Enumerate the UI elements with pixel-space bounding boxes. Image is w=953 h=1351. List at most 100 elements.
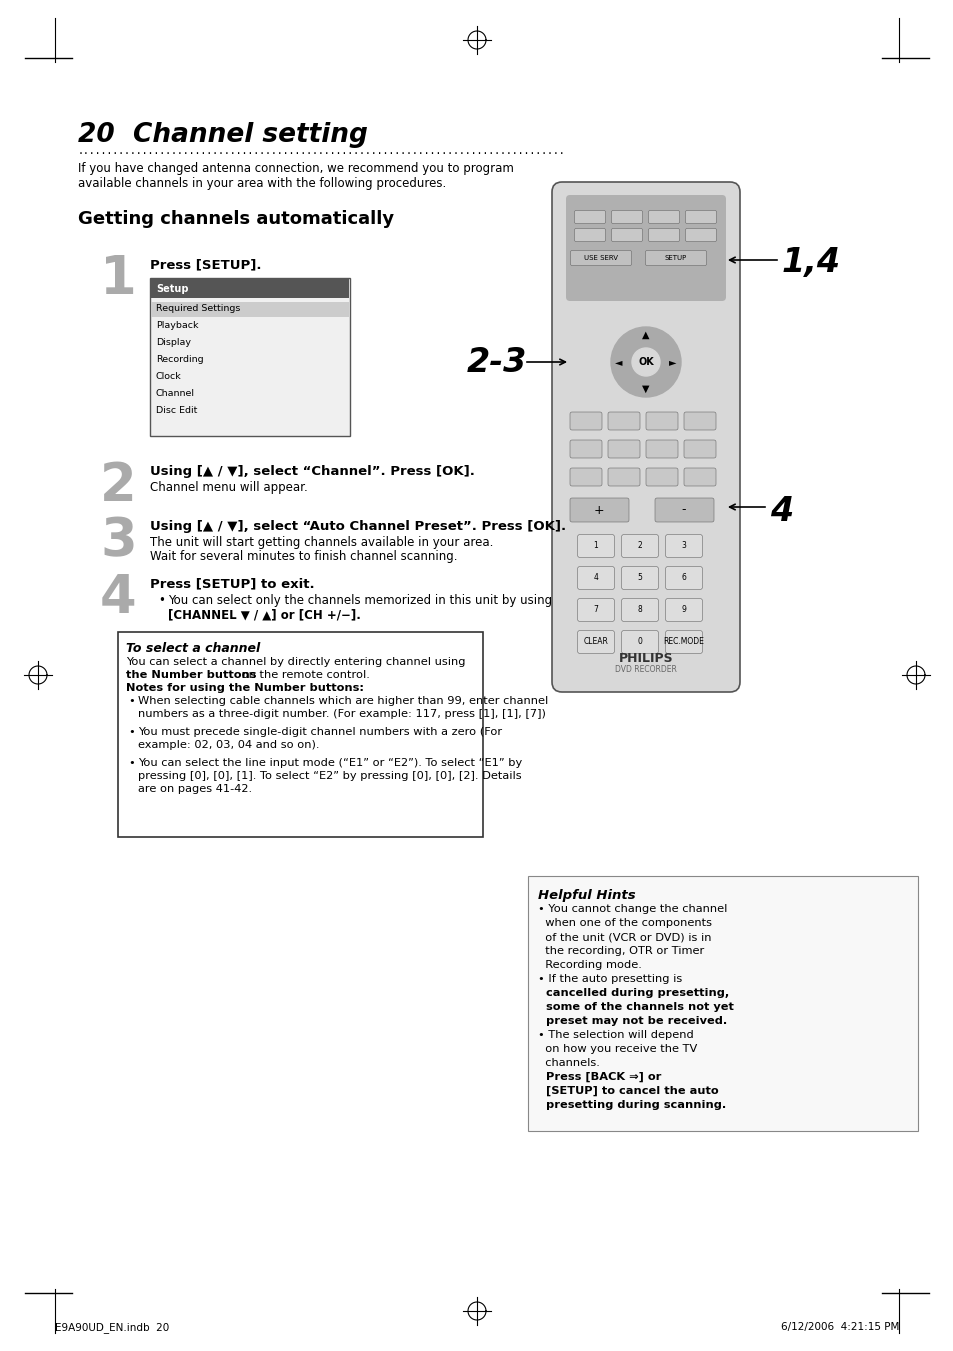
Text: 2-3: 2-3 <box>467 346 527 380</box>
Text: Recording mode.: Recording mode. <box>537 961 641 970</box>
FancyBboxPatch shape <box>552 182 740 692</box>
Text: Setup: Setup <box>156 284 189 295</box>
FancyBboxPatch shape <box>569 467 601 486</box>
Text: Required Settings: Required Settings <box>156 304 240 313</box>
FancyBboxPatch shape <box>577 598 614 621</box>
Text: • You cannot change the channel: • You cannot change the channel <box>537 904 726 915</box>
FancyBboxPatch shape <box>620 598 658 621</box>
Text: 6: 6 <box>680 574 686 582</box>
Circle shape <box>631 349 659 376</box>
Text: You must precede single-digit channel numbers with a zero (For: You must precede single-digit channel nu… <box>138 727 501 738</box>
Text: SETUP: SETUP <box>664 255 686 261</box>
FancyBboxPatch shape <box>574 211 605 223</box>
Text: Recording: Recording <box>156 355 203 363</box>
Text: 1: 1 <box>100 253 136 305</box>
Bar <box>150 278 350 436</box>
Circle shape <box>610 327 680 397</box>
FancyBboxPatch shape <box>611 211 641 223</box>
Text: of the unit (VCR or DVD) is in: of the unit (VCR or DVD) is in <box>537 932 711 942</box>
Text: 2: 2 <box>100 459 136 512</box>
Text: the Number buttons: the Number buttons <box>126 670 256 680</box>
Text: •: • <box>128 758 134 767</box>
Text: To select a channel: To select a channel <box>126 642 260 655</box>
FancyBboxPatch shape <box>565 195 725 301</box>
Text: 4: 4 <box>593 574 598 582</box>
FancyBboxPatch shape <box>648 211 679 223</box>
FancyBboxPatch shape <box>683 440 716 458</box>
Text: the recording, OTR or Timer: the recording, OTR or Timer <box>537 946 703 957</box>
Text: Press [BACK ⇒] or: Press [BACK ⇒] or <box>537 1071 660 1082</box>
Text: Channel: Channel <box>156 389 194 399</box>
Text: ▼: ▼ <box>641 384 649 394</box>
Text: presetting during scanning.: presetting during scanning. <box>537 1100 725 1111</box>
Text: When selecting cable channels which are higher than 99, enter channel: When selecting cable channels which are … <box>138 696 548 707</box>
Text: -: - <box>681 504 685 516</box>
Text: 3: 3 <box>680 542 686 550</box>
Text: 0: 0 <box>637 638 641 647</box>
Text: 1,4: 1,4 <box>781 246 841 280</box>
Text: +: + <box>593 504 603 516</box>
Text: Clock: Clock <box>156 372 182 381</box>
Text: You can select only the channels memorized in this unit by using: You can select only the channels memoriz… <box>168 594 552 607</box>
FancyBboxPatch shape <box>665 631 701 654</box>
Bar <box>118 632 482 838</box>
Text: available channels in your area with the following procedures.: available channels in your area with the… <box>78 177 446 190</box>
Text: You can select a channel by directly entering channel using: You can select a channel by directly ent… <box>126 657 465 667</box>
FancyBboxPatch shape <box>648 228 679 242</box>
Text: Display: Display <box>156 338 191 347</box>
Text: channels.: channels. <box>537 1058 599 1069</box>
Text: Playback: Playback <box>156 322 198 330</box>
FancyBboxPatch shape <box>577 566 614 589</box>
Text: when one of the components: when one of the components <box>537 917 711 928</box>
Text: •: • <box>158 594 165 607</box>
FancyBboxPatch shape <box>683 467 716 486</box>
Text: Channel menu will appear.: Channel menu will appear. <box>150 481 308 494</box>
Text: 5: 5 <box>637 574 641 582</box>
Text: are on pages 41-42.: are on pages 41-42. <box>138 784 252 794</box>
Text: CLEAR: CLEAR <box>583 638 608 647</box>
FancyBboxPatch shape <box>611 228 641 242</box>
FancyBboxPatch shape <box>569 499 628 521</box>
Text: Getting channels automatically: Getting channels automatically <box>78 209 394 228</box>
Text: 3: 3 <box>100 515 136 567</box>
Text: If you have changed antenna connection, we recommend you to program: If you have changed antenna connection, … <box>78 162 514 176</box>
Text: Helpful Hints: Helpful Hints <box>537 889 635 902</box>
Text: OK: OK <box>638 357 653 367</box>
Text: Using [▲ / ▼], select “Channel”. Press [OK].: Using [▲ / ▼], select “Channel”. Press [… <box>150 465 475 478</box>
Text: • The selection will depend: • The selection will depend <box>537 1029 693 1040</box>
Text: DVD RECORDER: DVD RECORDER <box>615 665 677 674</box>
FancyBboxPatch shape <box>607 412 639 430</box>
Text: 4: 4 <box>769 494 792 528</box>
FancyBboxPatch shape <box>570 250 631 266</box>
Text: Disc Edit: Disc Edit <box>156 407 197 415</box>
FancyBboxPatch shape <box>607 467 639 486</box>
Text: 7: 7 <box>593 605 598 615</box>
Text: Notes for using the Number buttons:: Notes for using the Number buttons: <box>126 684 364 693</box>
FancyBboxPatch shape <box>645 467 678 486</box>
Text: [SETUP] to cancel the auto: [SETUP] to cancel the auto <box>537 1086 718 1096</box>
Text: 8: 8 <box>637 605 641 615</box>
FancyBboxPatch shape <box>577 631 614 654</box>
Text: on the remote control.: on the remote control. <box>237 670 370 680</box>
Bar <box>151 280 349 299</box>
Text: [CHANNEL ▼ / ▲] or [CH +/−].: [CHANNEL ▼ / ▲] or [CH +/−]. <box>168 608 360 621</box>
FancyBboxPatch shape <box>645 250 706 266</box>
FancyBboxPatch shape <box>665 535 701 558</box>
Text: 2: 2 <box>637 542 641 550</box>
Text: some of the channels not yet: some of the channels not yet <box>537 1002 733 1012</box>
Text: USE SERV: USE SERV <box>583 255 618 261</box>
FancyBboxPatch shape <box>569 412 601 430</box>
Text: ►: ► <box>669 357 676 367</box>
Text: cancelled during presetting,: cancelled during presetting, <box>537 988 728 998</box>
Text: 1: 1 <box>593 542 598 550</box>
Text: preset may not be received.: preset may not be received. <box>537 1016 726 1025</box>
FancyBboxPatch shape <box>607 440 639 458</box>
Text: Press [SETUP].: Press [SETUP]. <box>150 258 261 272</box>
FancyBboxPatch shape <box>655 499 713 521</box>
Text: 9: 9 <box>680 605 686 615</box>
Text: You can select the line input mode (“E1” or “E2”). To select “E1” by: You can select the line input mode (“E1”… <box>138 758 521 767</box>
Text: Wait for several minutes to finish channel scanning.: Wait for several minutes to finish chann… <box>150 550 457 563</box>
Text: 4: 4 <box>100 571 136 624</box>
FancyBboxPatch shape <box>620 535 658 558</box>
Text: pressing [0], [0], [1]. To select “E2” by pressing [0], [0], [2]. Details: pressing [0], [0], [1]. To select “E2” b… <box>138 771 521 781</box>
